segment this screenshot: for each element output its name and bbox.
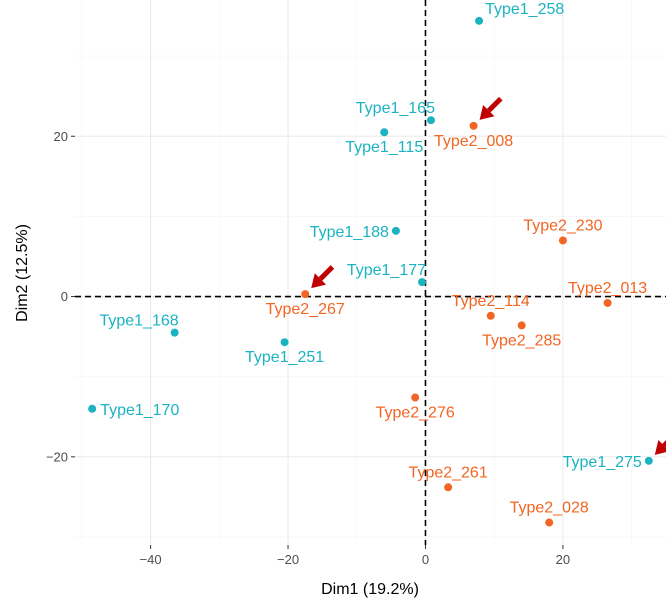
y-tick-label: 20 — [54, 129, 68, 144]
y-tick-label: 0 — [61, 289, 68, 304]
point-label: Type1_168 — [99, 313, 178, 330]
scatter-point — [444, 483, 453, 492]
point-label: Type2_267 — [266, 301, 345, 318]
x-tick-label: 0 — [422, 552, 429, 567]
scatter-point — [170, 328, 179, 337]
scatter-point — [411, 393, 420, 402]
arrow-shaft — [318, 265, 335, 281]
point-label: Type1_251 — [245, 349, 324, 366]
scatter-point — [426, 116, 435, 125]
scatter-point — [545, 518, 554, 527]
point-label: Type1_165 — [356, 100, 435, 117]
point-label: Type2_028 — [510, 500, 589, 517]
arrow-head — [654, 439, 666, 455]
x-axis-title: Dim1 (19.2%) — [321, 581, 419, 598]
data-points — [88, 16, 653, 527]
arrow-head — [479, 104, 495, 120]
scatter-point — [418, 278, 427, 287]
scatter-point — [301, 290, 310, 299]
arrow-head — [311, 273, 327, 289]
scatter-point — [558, 236, 567, 245]
x-tick-label: −40 — [140, 552, 162, 567]
point-label: Type2_008 — [434, 133, 513, 150]
x-tick-label: 20 — [556, 552, 570, 567]
annotation-arrows — [311, 96, 666, 455]
plot-panel — [75, 0, 666, 545]
scatter-point — [486, 311, 495, 320]
scatter-point — [469, 121, 478, 130]
point-label: Type2_013 — [568, 280, 647, 297]
scatter-point — [603, 298, 612, 307]
scatter-point — [475, 16, 484, 25]
point-label: Type2_114 — [452, 293, 530, 310]
axes: −40 −20 0 20 −20 0 20 — [46, 129, 570, 567]
y-axis-title: Dim2 (12.5%) — [14, 224, 31, 322]
point-label: Type1_275 — [563, 454, 642, 471]
x-tick-label: −20 — [277, 552, 299, 567]
arrow-shaft — [487, 96, 503, 113]
scatter-point — [391, 226, 400, 235]
scatter-point — [88, 404, 97, 413]
scatter-point — [517, 321, 526, 330]
point-label: Type2_261 — [409, 464, 488, 481]
point-label: Type1_177 — [347, 262, 426, 279]
point-label: Type2_285 — [482, 332, 561, 349]
point-label: Type1_188 — [310, 224, 389, 241]
point-label: Type1_170 — [100, 402, 179, 419]
point-label: Type2_276 — [376, 405, 455, 422]
reference-lines — [75, 0, 666, 545]
point-label: Type2_230 — [523, 217, 602, 234]
point-label: Type1_115 — [345, 139, 423, 156]
y-tick-label: −20 — [46, 449, 68, 464]
scatter-point — [644, 456, 653, 465]
panel-background — [75, 0, 666, 545]
point-labels: Type1_258 Type1_165 Type1_115 Type2_008 Type… — [99, 1, 647, 517]
scatter-point — [380, 128, 389, 137]
scatter-point — [280, 338, 289, 347]
point-label: Type1_258 — [485, 1, 564, 18]
